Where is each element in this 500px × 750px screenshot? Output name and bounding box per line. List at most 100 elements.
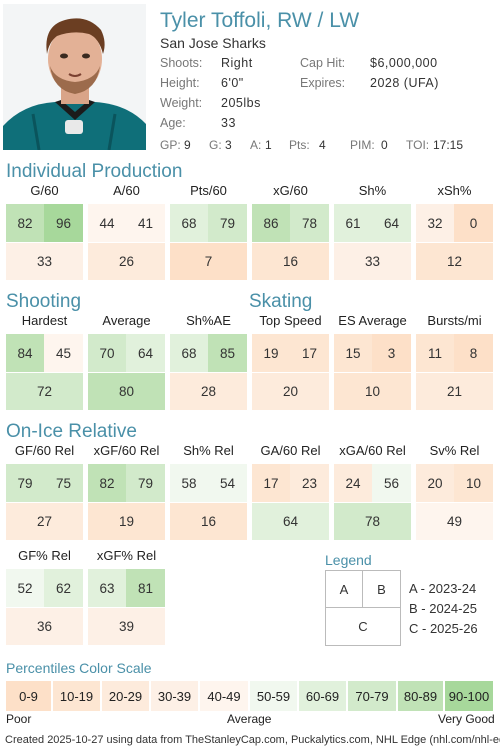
age-value: 33	[221, 116, 236, 130]
percentile-cell-a: 86	[252, 204, 290, 242]
percentile-cell-a: 19	[252, 334, 290, 372]
weight-value: 205lbs	[221, 96, 261, 110]
goals-value: 3	[225, 138, 232, 152]
percentile-cell-a: 20	[416, 464, 454, 502]
percentile-cell-a: 44	[88, 204, 126, 242]
height-label: Height:	[160, 76, 200, 90]
stat-label: Hardest	[21, 313, 68, 328]
percentile-cell-c: 21	[416, 373, 493, 410]
expires-label: Expires:	[300, 76, 346, 90]
percentile-cell-b: 78	[290, 204, 329, 242]
scale-bin-0: 0-9	[6, 681, 51, 711]
shoots-label: Shoots:	[160, 56, 203, 70]
scale-bin-9: 90-100	[445, 681, 493, 711]
percentile-cell-b: 62	[44, 569, 83, 607]
pim-label: PIM:	[350, 138, 375, 152]
percentile-cell-c: 78	[334, 503, 411, 540]
assists-label: A:	[250, 138, 262, 152]
percentile-cell-c: 16	[170, 503, 247, 540]
percentile-cell-c: 28	[170, 373, 247, 410]
scale-bin-8: 80-89	[398, 681, 443, 711]
percentile-cell-b: 79	[208, 204, 247, 242]
percentile-cell-b: 56	[372, 464, 411, 502]
stat-label: ES Average	[338, 313, 407, 328]
stat-label: xGA/60 Rel	[339, 443, 406, 458]
percentile-cell-b: 75	[44, 464, 83, 502]
percentile-cell-b: 64	[126, 334, 165, 372]
percentile-cell-a: 68	[170, 204, 208, 242]
player-team: San Jose Sharks	[160, 35, 266, 51]
scale-bin-2: 20-29	[102, 681, 149, 711]
percentile-cell-b: 81	[126, 569, 165, 607]
percentile-cell-c: 10	[334, 373, 411, 410]
percentile-cell-c: 49	[416, 503, 493, 540]
percentile-cell-c: 64	[252, 503, 329, 540]
percentile-cell-b: 3	[372, 334, 411, 372]
stat-label: Average	[102, 313, 151, 328]
percentile-cell-a: 11	[416, 334, 454, 372]
percentile-cell-a: 61	[334, 204, 372, 242]
legend-title: Legend	[325, 552, 372, 568]
percentile-cell-a: 82	[88, 464, 126, 502]
percentile-cell-c: 36	[6, 608, 83, 645]
footer-credits: Created 2025-10-27 using data from TheSt…	[5, 734, 500, 746]
percentile-cell-b: 41	[126, 204, 165, 242]
percentile-cell-a: 24	[334, 464, 372, 502]
percentile-cell-a: 17	[252, 464, 290, 502]
stat-label: Pts/60	[190, 183, 227, 198]
percentile-cell-b: 85	[208, 334, 247, 372]
stat-label: Sv% Rel	[429, 443, 480, 458]
scale-bin-4: 40-49	[200, 681, 248, 711]
percentile-cell-c: 19	[88, 503, 165, 540]
stat-label: Sh% Rel	[183, 443, 234, 458]
legend-text-b: B - 2024-25	[409, 601, 477, 616]
percentile-cell-c: 7	[170, 243, 247, 280]
scale-bin-1: 10-19	[53, 681, 100, 711]
scale-high-label: Very Good	[438, 712, 495, 726]
scale-bin-3: 30-39	[151, 681, 198, 711]
legend-box-c: C	[325, 607, 401, 646]
stat-label: xG/60	[273, 183, 308, 198]
player-photo	[3, 4, 146, 150]
stat-label: G/60	[30, 183, 59, 198]
section-shooting: Shooting	[6, 291, 82, 312]
percentile-cell-a: 52	[6, 569, 44, 607]
percentile-cell-a: 32	[416, 204, 454, 242]
stat-label: Bursts/mi	[427, 313, 482, 328]
legend-text-a: A - 2023-24	[409, 581, 477, 596]
gp-value: 9	[184, 138, 191, 152]
caphit-value: $6,000,000	[370, 56, 438, 70]
stat-label: Top Speed	[259, 313, 322, 328]
goals-label: G:	[209, 138, 222, 152]
percentile-cell-c: 12	[416, 243, 493, 280]
percentile-cell-a: 58	[170, 464, 208, 502]
section-on-ice-relative: On-Ice Relative	[6, 421, 137, 442]
legend-text-c: C - 2025-26	[409, 621, 478, 636]
stat-label: xGF% Rel	[96, 548, 157, 563]
stat-label: xSh%	[437, 183, 472, 198]
percentile-cell-a: 70	[88, 334, 126, 372]
percentile-cell-c: 33	[6, 243, 83, 280]
percentile-cell-b: 45	[44, 334, 83, 372]
percentile-cell-b: 10	[454, 464, 493, 502]
legend-box-b: B	[362, 570, 401, 608]
percentile-cell-b: 0	[454, 204, 493, 242]
percentile-cell-c: 33	[334, 243, 411, 280]
percentile-cell-a: 63	[88, 569, 126, 607]
expires-value: 2028 (UFA)	[370, 76, 439, 90]
scale-bin-5: 50-59	[250, 681, 297, 711]
scale-bin-6: 60-69	[299, 681, 346, 711]
percentile-cell-c: 72	[6, 373, 83, 410]
toi-label: TOI:	[406, 138, 430, 152]
percentile-cell-b: 8	[454, 334, 493, 372]
stat-label: GA/60 Rel	[260, 443, 321, 458]
percentile-cell-c: 39	[88, 608, 165, 645]
legend-box-a: A	[325, 570, 363, 608]
stat-label: GF% Rel	[18, 548, 71, 563]
percentile-cell-a: 68	[170, 334, 208, 372]
percentile-cell-b: 64	[372, 204, 411, 242]
percentile-cell-a: 15	[334, 334, 372, 372]
stat-label: GF/60 Rel	[14, 443, 75, 458]
percentile-cell-c: 20	[252, 373, 329, 410]
pim-value: 0	[381, 138, 388, 152]
